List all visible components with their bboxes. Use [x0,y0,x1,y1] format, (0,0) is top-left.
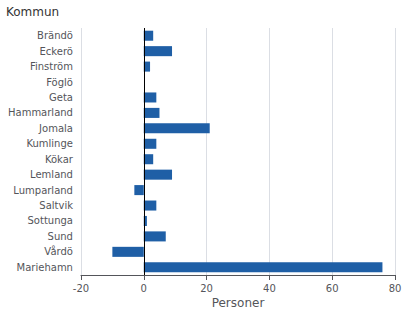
svg-text:20: 20 [200,283,213,294]
svg-text:Lemland: Lemland [30,169,73,180]
svg-text:Finström: Finström [30,61,73,72]
svg-text:Kommun: Kommun [6,5,59,19]
svg-text:Saltvik: Saltvik [39,200,73,211]
svg-text:60: 60 [326,283,339,294]
svg-text:Föglö: Föglö [46,77,73,88]
svg-text:40: 40 [263,283,276,294]
svg-text:Geta: Geta [49,92,73,103]
svg-text:Eckerö: Eckerö [40,46,73,57]
svg-text:Brändö: Brändö [37,30,73,41]
svg-text:Hammarland: Hammarland [8,107,73,118]
svg-text:Lumparland: Lumparland [13,185,73,196]
svg-text:-20: -20 [73,283,89,294]
svg-text:80: 80 [389,283,402,294]
svg-text:Sottunga: Sottunga [27,215,72,226]
svg-text:Jomala: Jomala [38,123,73,134]
svg-text:Personer: Personer [212,296,265,310]
svg-text:Kökar: Kökar [45,154,74,165]
svg-text:0: 0 [141,283,147,294]
svg-text:Sund: Sund [48,231,73,242]
svg-text:Vårdö: Vårdö [44,245,73,257]
svg-text:Mariehamn: Mariehamn [17,262,73,273]
svg-text:Kumlinge: Kumlinge [26,138,73,149]
